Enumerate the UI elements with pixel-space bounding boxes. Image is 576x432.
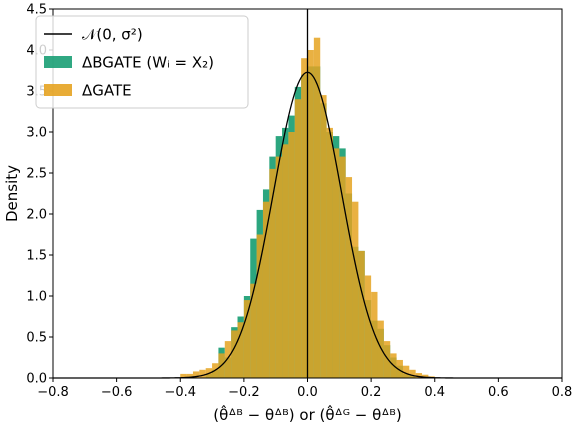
histogram-bar	[199, 369, 206, 378]
y-tick-label: 2.0	[26, 208, 47, 223]
histogram-bar	[422, 374, 429, 378]
x-tick-label: 0.4	[424, 385, 445, 400]
histogram-bar	[294, 99, 302, 378]
x-tick-label: 0.0	[297, 385, 318, 400]
y-tick-label: 1.0	[26, 290, 47, 305]
legend-label: ΔBGATE (Wᵢ = X₂)	[82, 54, 214, 72]
y-tick-label: 1.5	[26, 249, 47, 264]
legend-box	[35, 15, 249, 109]
histogram-bar	[313, 37, 321, 378]
histogram-bar	[282, 144, 289, 378]
histogram-bar	[180, 373, 187, 378]
y-tick-label: 3.0	[26, 126, 47, 141]
histogram-bar	[231, 330, 238, 378]
x-tick-label: −0.2	[228, 385, 260, 400]
histogram-bar	[262, 201, 270, 378]
legend: 𝒩(0, σ²) ΔBGATE (Wᵢ = X₂) ΔGATE	[35, 15, 249, 109]
histogram-bar	[383, 341, 391, 378]
histogram-bar	[307, 50, 314, 378]
histogram-bar	[402, 365, 410, 378]
histogram-bar	[352, 201, 359, 378]
histogram-bar	[377, 320, 384, 378]
y-tick-label: 2.5	[26, 167, 47, 182]
legend-label: 𝒩(0, σ²)	[82, 26, 143, 44]
y-tick-label: 4.5	[26, 3, 47, 18]
histogram-bar	[288, 132, 295, 378]
histogram-bar	[275, 156, 283, 378]
histogram-bar	[364, 275, 372, 378]
x-tick-label: 0.8	[552, 385, 573, 400]
histogram-bar	[320, 95, 327, 378]
plot-area	[53, 9, 562, 379]
histogram-bar	[301, 58, 308, 378]
histogram-bar	[243, 300, 251, 378]
y-axis-label: Density	[3, 165, 21, 222]
legend-swatch-patch	[44, 84, 72, 96]
histogram-bar	[192, 371, 200, 378]
histogram-bar	[345, 177, 353, 378]
histogram-bar	[224, 341, 232, 378]
histogram-bar	[358, 250, 365, 378]
histogram-bar	[396, 359, 403, 378]
x-tick-label: 0.6	[488, 385, 509, 400]
x-tick-label: −0.6	[101, 385, 133, 400]
legend-swatch-patch	[44, 56, 72, 68]
histogram-bar	[326, 127, 333, 379]
histogram-bar	[415, 373, 423, 378]
histogram-bar	[250, 283, 257, 378]
histogram-bar	[237, 322, 244, 378]
legend-label: ΔGATE	[82, 82, 132, 100]
histogram-bar	[256, 234, 263, 378]
y-tick-label: 0.0	[26, 372, 47, 387]
histogram-bar	[409, 369, 416, 378]
x-axis-label: (θ̂ᐞᴮ − θᐞᴮ) or (θ̂ᐞᴳ − θᐞᴮ)	[213, 404, 402, 424]
histogram-bar	[186, 373, 193, 378]
x-tick-label: −0.4	[164, 385, 196, 400]
histogram-bar	[269, 168, 276, 378]
x-tick-label: 0.2	[361, 385, 382, 400]
x-tick-label: −0.8	[37, 385, 69, 400]
y-tick-label: 0.5	[26, 331, 47, 346]
histogram-bar	[332, 148, 340, 378]
histogram-bar	[339, 156, 346, 378]
